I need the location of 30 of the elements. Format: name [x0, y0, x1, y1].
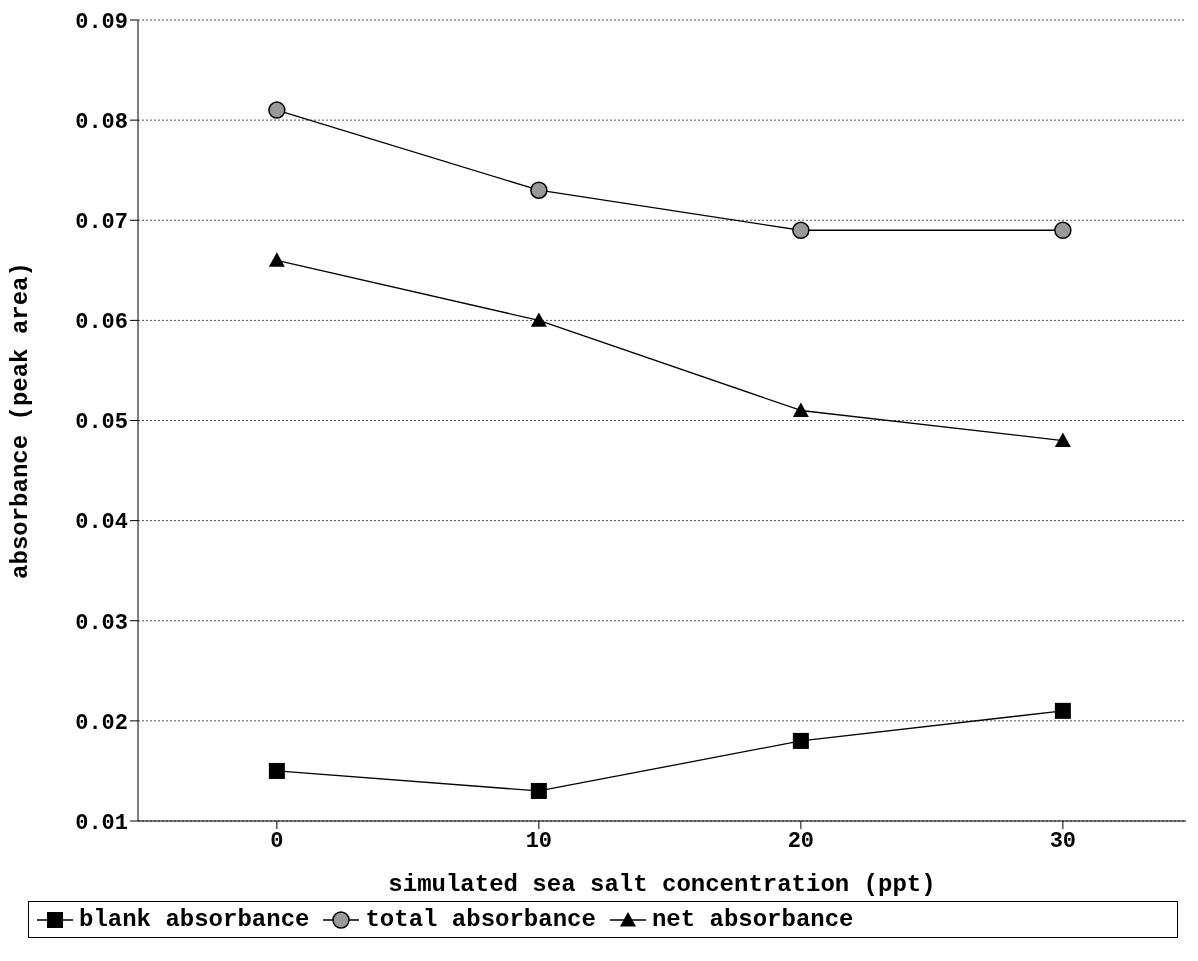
legend-label: net absorbance: [650, 906, 854, 933]
y-tick-label: 0.04: [75, 510, 128, 536]
x-axis-title: simulated sea salt concentration (ppt): [388, 871, 936, 898]
point: [268, 252, 285, 267]
x-tick-label: 20: [787, 828, 815, 854]
y-tick-label: 0.03: [75, 610, 128, 636]
x-tick-label: 30: [1049, 828, 1077, 854]
legend-label: blank absorbance: [78, 906, 310, 933]
y-tick-label: 0.09: [75, 9, 128, 35]
point: [1054, 221, 1072, 240]
point: [268, 101, 286, 119]
point: [792, 402, 809, 417]
y-tick-label: 0.02: [75, 710, 128, 736]
legend-label: total absorbance: [364, 906, 596, 933]
y-axis-title: absorbance (peak area): [6, 262, 34, 579]
y-tick-label: 0.01: [75, 810, 128, 836]
point: [268, 762, 285, 779]
point: [1054, 702, 1071, 719]
y-tick-label: 0.08: [75, 109, 128, 135]
point: [530, 312, 547, 327]
y-tick-label: 0.05: [75, 410, 128, 436]
point: [530, 782, 547, 799]
point: [1054, 432, 1071, 447]
point: [792, 732, 809, 749]
y-tick-label: 0.07: [75, 210, 128, 236]
x-tick-label: 10: [525, 828, 553, 854]
x-tick-label: 0: [270, 828, 284, 854]
point: [530, 181, 548, 199]
y-tick-label: 0.06: [75, 310, 128, 336]
point: [792, 221, 810, 240]
